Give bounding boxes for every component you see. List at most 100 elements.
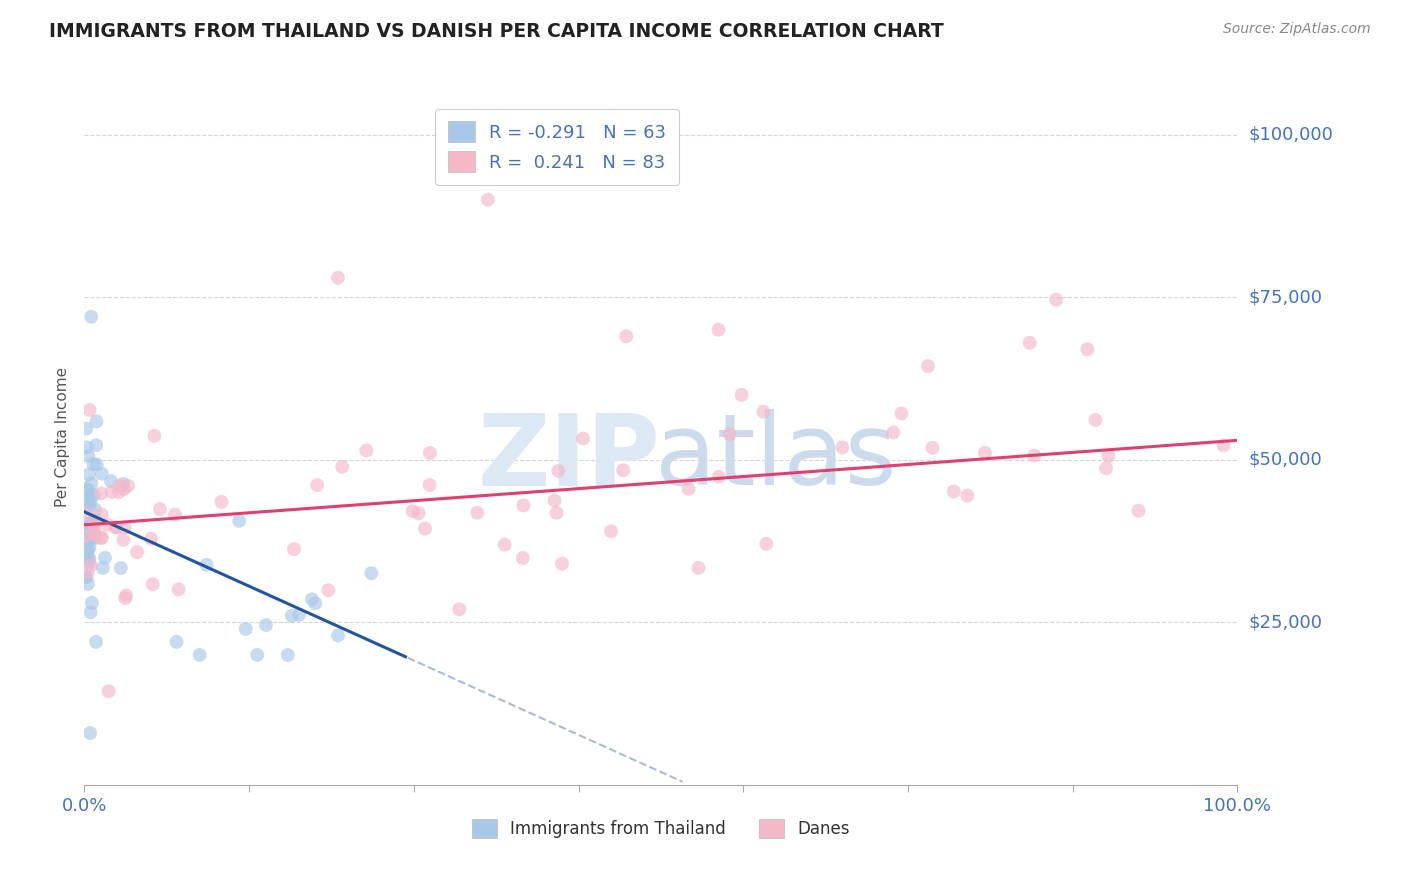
Point (211, 495, 233, 509)
Point (90, 486, 112, 500)
Point (76, 527, 98, 541)
Point (917, 359, 939, 373)
Point (125, 545, 148, 559)
Point (96, 517, 118, 532)
Point (1084, 413, 1107, 427)
Text: $25,000: $25,000 (1249, 614, 1323, 632)
Point (1212, 438, 1234, 452)
Point (326, 270, 349, 285)
Point (413, 522, 436, 536)
Point (307, 478, 329, 492)
Point (112, 533, 135, 547)
Point (76, 544, 98, 558)
Point (956, 489, 979, 503)
Point (678, 482, 700, 496)
Text: Source: ZipAtlas.com: Source: ZipAtlas.com (1223, 22, 1371, 37)
Text: ZIP: ZIP (477, 409, 659, 507)
Point (688, 561, 710, 575)
Point (301, 592, 323, 607)
Point (80, 310, 103, 324)
Point (546, 506, 568, 520)
Point (76, 508, 98, 522)
Point (547, 464, 569, 478)
Point (75, 529, 97, 543)
Point (142, 577, 165, 591)
Point (84, 528, 107, 542)
Point (551, 557, 574, 571)
Point (277, 648, 299, 662)
Point (79, 494, 101, 508)
Point (419, 446, 441, 460)
Point (79, 518, 101, 533)
Point (254, 618, 277, 632)
Point (84, 635, 107, 649)
Point (419, 478, 441, 492)
Point (80, 558, 103, 573)
Point (77, 483, 100, 498)
Point (79, 726, 101, 740)
Point (304, 596, 326, 610)
Point (149, 502, 172, 516)
Point (79, 524, 101, 539)
Point (94, 550, 117, 565)
Legend: Immigrants from Thailand, Danes: Immigrants from Thailand, Danes (464, 810, 858, 847)
Point (75, 482, 97, 496)
Point (77, 467, 100, 482)
Point (942, 484, 965, 499)
Point (76, 550, 98, 565)
Point (82, 516, 104, 530)
Point (228, 514, 250, 528)
Text: atlas: atlas (655, 409, 897, 507)
Point (107, 485, 129, 500)
Point (82, 457, 104, 471)
Point (73, 516, 96, 530)
Point (76, 566, 98, 580)
Point (97, 684, 120, 698)
Point (104, 520, 127, 534)
Point (79, 499, 101, 513)
Point (402, 504, 425, 518)
Point (1128, 504, 1150, 518)
Point (83, 488, 105, 502)
Point (718, 427, 741, 442)
Point (882, 425, 904, 440)
Point (114, 521, 136, 535)
Point (235, 622, 257, 636)
Point (77, 449, 100, 463)
Point (543, 493, 565, 508)
Point (283, 542, 305, 557)
Point (84, 513, 107, 527)
Point (77, 542, 100, 557)
Point (115, 589, 138, 603)
Point (143, 429, 166, 443)
Point (117, 479, 139, 493)
Point (730, 388, 752, 402)
Point (1076, 343, 1098, 357)
Point (707, 470, 730, 484)
Text: $100,000: $100,000 (1249, 126, 1333, 144)
Point (79, 541, 101, 555)
Point (112, 477, 135, 491)
Point (318, 583, 340, 598)
Point (75, 498, 97, 512)
Point (494, 538, 516, 552)
Point (1018, 335, 1040, 350)
Point (600, 524, 623, 539)
Point (188, 648, 211, 662)
Point (90, 531, 112, 545)
Point (707, 323, 730, 337)
Point (80, 476, 103, 491)
Point (360, 566, 382, 581)
Point (84, 531, 107, 545)
Point (1024, 449, 1046, 463)
Point (77, 556, 100, 570)
Point (90, 467, 112, 481)
Point (890, 407, 912, 421)
Point (112, 482, 135, 496)
Point (79, 551, 101, 566)
Point (80, 488, 103, 502)
Point (83, 528, 105, 542)
Point (80, 596, 103, 610)
Text: $50,000: $50,000 (1249, 450, 1322, 469)
Point (512, 499, 534, 513)
